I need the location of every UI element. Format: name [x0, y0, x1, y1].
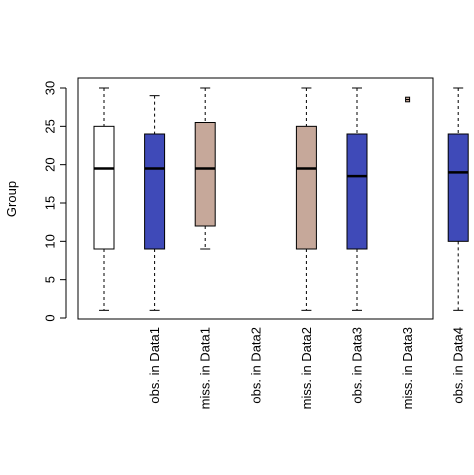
y-axis-title: Group: [4, 181, 19, 217]
box-6: [405, 96, 411, 103]
y-axis: 0 5 10 15 20 25 30: [43, 81, 67, 322]
y-tick-label: 5: [43, 276, 58, 283]
box-body: [295, 125, 317, 250]
x-tick-label: obs. in Data3: [350, 327, 365, 404]
box-body: [194, 122, 216, 227]
box-body: [346, 133, 368, 250]
x-tick-label: miss. in Data3: [400, 327, 415, 409]
y-tick-label: 30: [43, 81, 58, 95]
y-tick-label: 10: [43, 234, 58, 248]
box-7: [447, 87, 469, 311]
box-body: [144, 133, 166, 250]
box-0: [93, 87, 115, 311]
x-tick-label: miss. in Data2: [299, 327, 314, 409]
box-1: [144, 95, 166, 311]
box-5: [346, 87, 368, 311]
plot-frame: [77, 77, 434, 320]
x-tick-label: miss. in Data1: [198, 327, 213, 409]
y-tick-label: 25: [43, 119, 58, 133]
box-body: [93, 125, 115, 250]
box-4: [295, 87, 317, 311]
box-body: [447, 133, 469, 242]
box-2: [194, 87, 216, 250]
x-tick-label: obs. in Data1: [147, 327, 162, 404]
x-tick-label: obs. in Data2: [248, 327, 263, 404]
boxes: [93, 87, 469, 311]
x-tick-label: obs. in Data4: [451, 327, 466, 404]
y-tick-label: 0: [43, 314, 58, 321]
x-axis-labels: obs. in Data1 miss. in Data1 obs. in Data2…: [147, 327, 466, 409]
y-tick-label: 20: [43, 157, 58, 171]
y-tick-label: 15: [43, 196, 58, 210]
